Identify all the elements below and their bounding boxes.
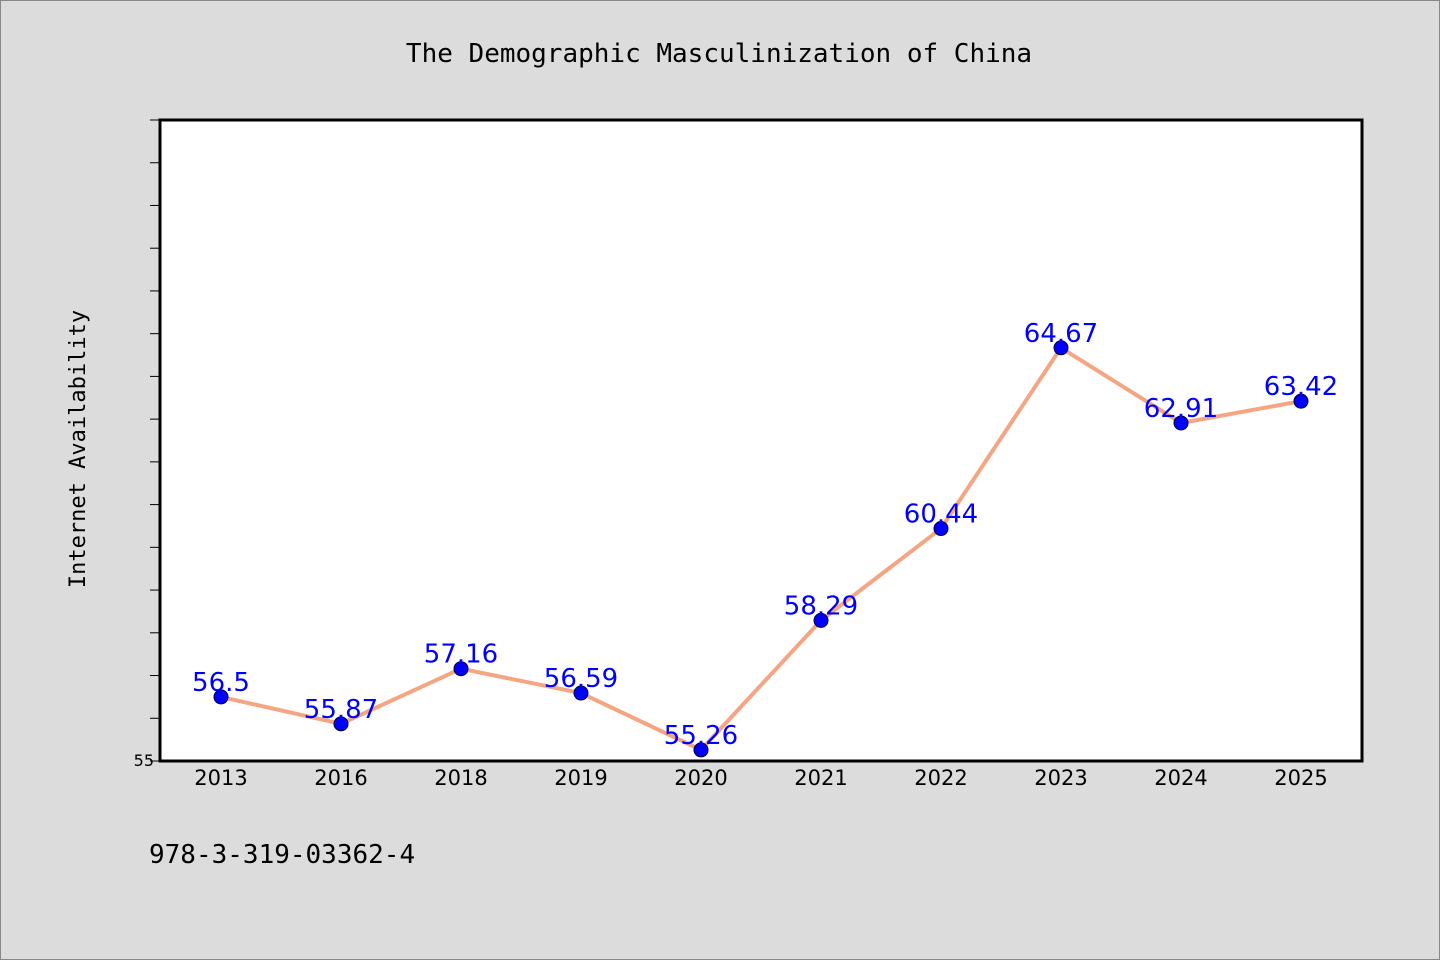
y-axis-label: Internet Availability bbox=[66, 310, 91, 588]
data-point bbox=[213, 689, 229, 705]
data-label: 58.29 bbox=[784, 591, 858, 621]
data-label: 56.5 bbox=[192, 668, 250, 698]
plot-area bbox=[158, 118, 1364, 763]
series-line bbox=[220, 345, 1302, 752]
x-tick-label: 2016 bbox=[314, 766, 367, 790]
x-tick-label: 2018 bbox=[434, 766, 487, 790]
data-point bbox=[333, 716, 349, 732]
data-label: 55.26 bbox=[664, 721, 738, 751]
data-point bbox=[813, 612, 829, 628]
x-tick-label: 2021 bbox=[794, 766, 847, 790]
data-point bbox=[933, 521, 949, 537]
data-label: 63.42 bbox=[1264, 372, 1338, 402]
data-label: 56.59 bbox=[544, 664, 618, 694]
x-axis-ticks: 2013 2016 2018 2019 2020 2021 2022 2023 2024 2025 bbox=[194, 766, 1327, 790]
data-point bbox=[1053, 340, 1069, 356]
data-point bbox=[453, 661, 469, 677]
data-labels: 56.5 55.87 57.16 56.59 55.26 58.29 60.44 64.67 6… bbox=[192, 319, 1338, 751]
y-axis-ticks: 55 bbox=[134, 119, 160, 770]
x-tick-label: 2013 bbox=[194, 766, 247, 790]
y-tick-label: 55 bbox=[134, 751, 154, 770]
x-tick-label: 2020 bbox=[674, 766, 727, 790]
data-label: 55.87 bbox=[304, 695, 378, 725]
data-point bbox=[573, 685, 589, 701]
data-label: 57.16 bbox=[424, 640, 498, 670]
chart-title: The Demographic Masculinization of China bbox=[406, 39, 1032, 69]
x-tick-label: 2019 bbox=[554, 766, 607, 790]
x-tick-label: 2022 bbox=[914, 766, 967, 790]
x-tick-label: 2024 bbox=[1154, 766, 1207, 790]
x-tick-label: 2025 bbox=[1274, 766, 1327, 790]
footnote-isbn: 978-3-319-03362-4 bbox=[149, 840, 415, 870]
data-label: 60.44 bbox=[904, 500, 978, 530]
data-point bbox=[693, 742, 709, 758]
data-label: 64.67 bbox=[1024, 319, 1098, 349]
series-layer bbox=[213, 340, 1309, 758]
data-point bbox=[1293, 393, 1309, 409]
data-label: 62.91 bbox=[1144, 394, 1218, 424]
x-tick-label: 2023 bbox=[1034, 766, 1087, 790]
data-point bbox=[1173, 415, 1189, 431]
